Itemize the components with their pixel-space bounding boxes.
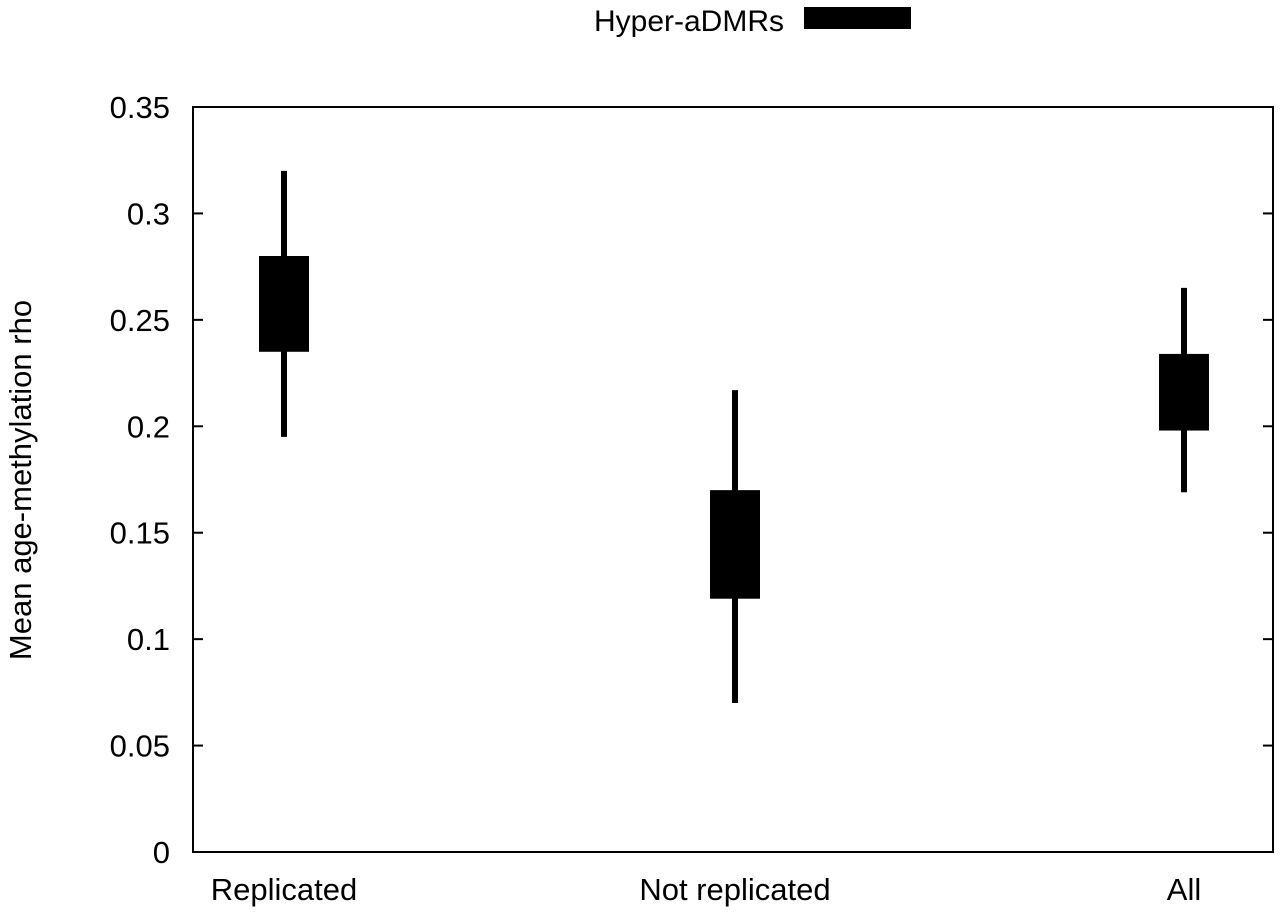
y-tick-label: 0.2 — [127, 409, 170, 444]
y-tick-label: 0.35 — [110, 90, 170, 125]
x-tick-label: All — [1167, 872, 1201, 907]
y-tick-label: 0.1 — [127, 622, 170, 657]
legend-label-hyper-admrs: Hyper-aDMRs — [594, 5, 784, 38]
y-axis-label: Mean age-methylation rho — [3, 300, 38, 660]
y-tick-label: 0 — [153, 835, 170, 870]
legend-swatch-hyper-admrs — [804, 7, 911, 29]
x-axis-tick-labels: Replicated Not replicated All — [211, 872, 1201, 907]
y-axis-tick-labels: 0 0.05 0.1 0.15 0.2 0.25 0.3 0.35 — [110, 90, 170, 870]
box-replicated — [259, 256, 309, 352]
box-not-replicated — [710, 490, 760, 599]
legend: Hyper-aDMRs — [594, 5, 911, 38]
data-marks — [259, 170, 1209, 703]
y-tick-label: 0.05 — [110, 729, 170, 764]
y-tick-label: 0.15 — [110, 516, 170, 551]
box-all — [1159, 353, 1209, 431]
x-tick-label: Not replicated — [639, 872, 830, 907]
plot-frame — [192, 106, 1274, 853]
y-tick-label: 0.25 — [110, 303, 170, 338]
y-axis-ticks — [193, 212, 1273, 747]
x-tick-label: Replicated — [211, 872, 357, 907]
y-tick-label: 0.3 — [127, 196, 170, 231]
